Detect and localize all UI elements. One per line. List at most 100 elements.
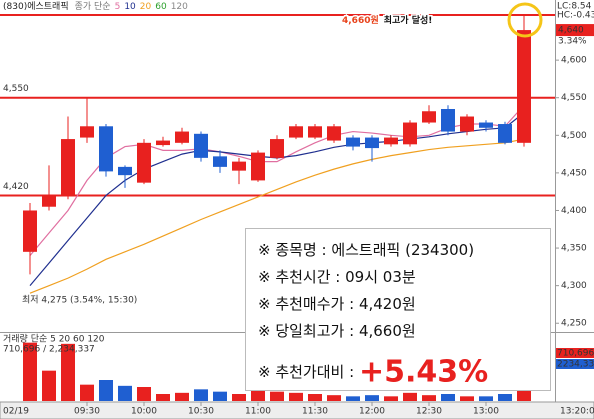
candle-body — [441, 108, 455, 132]
candle-body — [517, 30, 531, 143]
info-result-value: +5.43% — [358, 354, 489, 390]
ma-label: 종가 단순 — [75, 1, 111, 12]
candle-body — [137, 142, 151, 183]
volume-bar — [365, 395, 379, 401]
info-label: ※ 당일최고가 : — [258, 322, 359, 340]
candle-body — [232, 161, 246, 171]
volume-bar — [175, 392, 189, 401]
time-axis — [0, 401, 594, 419]
candle-body — [346, 137, 360, 147]
volume-bar — [194, 389, 208, 401]
volume-bar — [156, 394, 170, 401]
candle-body — [422, 111, 436, 123]
info-result: ※ 추천가대비 : +5.43% — [258, 355, 538, 390]
annotation-text: 최고가 달성! — [384, 14, 433, 26]
candle-body — [175, 131, 189, 143]
info-label: ※ 추천매수가 : — [258, 295, 359, 313]
volume-bar — [460, 396, 474, 401]
highlight-circle — [507, 2, 543, 38]
info-value: 09시 03분 — [345, 268, 416, 286]
volume-bar — [422, 395, 436, 401]
volume-bar — [61, 343, 75, 401]
time-label: 11:30 — [302, 407, 328, 417]
legend-entry: 20 — [140, 2, 152, 12]
candle-body — [61, 139, 75, 196]
candle-body — [327, 126, 341, 141]
legend-entry: 60 — [155, 2, 167, 12]
candle-body — [156, 140, 170, 146]
volume-bar — [289, 392, 303, 401]
candle-body — [99, 126, 113, 172]
info-line: ※ 추천시간 : 09시 03분 — [258, 264, 538, 291]
y-tick-label: 4,600 — [561, 56, 587, 66]
time-label: 10:30 — [188, 407, 214, 417]
candle-body — [213, 156, 227, 167]
candle-body — [384, 137, 398, 145]
volume-bar — [80, 384, 94, 401]
legend-entry: 5 — [115, 2, 121, 12]
info-line: ※ 종목명 : 에스트래픽 (234300) — [258, 237, 538, 264]
low-marker: 최저 4,275 (3.54%, 15:30) — [22, 295, 137, 306]
volume-tag-label: 2234,337 — [557, 360, 594, 370]
candle-body — [118, 166, 132, 176]
info-value: 4,660원 — [358, 322, 416, 340]
time-label: 12:00 — [359, 407, 385, 417]
volume-tag-label: 710,696 — [557, 349, 594, 359]
readout: HC:-0.43 — [557, 11, 594, 21]
change: 3.34% — [558, 37, 587, 47]
volume-bar — [232, 394, 246, 401]
info-value: 4,420원 — [358, 295, 416, 313]
volume-bar — [327, 395, 341, 401]
volume-tag — [556, 348, 594, 358]
info-box: ※ 종목명 : 에스트래픽 (234300) ※ 추천시간 : 09시 03분 ※ … — [245, 228, 551, 391]
volume-bar — [42, 370, 56, 401]
title: (830)에스트래픽 — [3, 1, 69, 12]
candle-body — [42, 195, 56, 207]
candle-body — [308, 126, 322, 138]
candle-body — [289, 126, 303, 138]
candle-body — [23, 210, 37, 252]
time-label: 09:30 — [74, 407, 100, 417]
y-tick-label: 4,450 — [561, 168, 587, 178]
candle-body — [460, 116, 474, 132]
candle-body — [80, 126, 94, 138]
price-tag-label: 4,640 — [558, 26, 584, 36]
annotation-highlight: 4,660원 — [342, 14, 379, 26]
info-line: ※ 추천매수가 : 4,420원 — [258, 291, 538, 318]
info-label: ※ 추천가대비 : — [258, 363, 359, 381]
time-label: 13:00 — [473, 407, 499, 417]
legend-entry: 120 — [171, 2, 188, 12]
info-label: ※ 종목명 : — [258, 241, 332, 259]
time-label: 12:30 — [416, 407, 442, 417]
candle-body — [270, 139, 284, 158]
y-tick-label: 4,250 — [561, 319, 587, 329]
candle-body — [365, 137, 379, 149]
volume-bar — [213, 391, 227, 401]
volume-bar — [346, 396, 360, 401]
header: (830)에스트래픽 종가 단순 5 10 20 60 120 — [3, 1, 188, 12]
volume-bar — [23, 342, 37, 401]
info-value: 에스트래픽 (234300) — [331, 241, 475, 259]
volume-bar — [498, 394, 512, 401]
volume-bar — [251, 388, 265, 401]
info-line: ※ 당일최고가 : 4,660원 — [258, 318, 538, 345]
y-tick-label: 4,500 — [561, 131, 587, 141]
y-tick-label: 4,550 — [561, 93, 587, 103]
readout: LC:8.54 — [557, 2, 592, 12]
volume-readout: 710,696 / 2,234,337 — [3, 345, 95, 355]
volume-bar — [99, 380, 113, 401]
volume-bar — [137, 387, 151, 401]
info-label: ※ 추천시간 : — [258, 268, 346, 286]
volume-bar — [441, 394, 455, 401]
volume-bar — [308, 394, 322, 401]
annotation: 4,660원 최고가 달성! — [342, 14, 432, 26]
candle-body — [194, 133, 208, 158]
y-tick-label: 4,400 — [561, 206, 587, 216]
price-tag — [556, 24, 594, 37]
y-tick-label: 4,350 — [561, 244, 587, 254]
volume-title: 거래량 단순 5 20 60 120 — [3, 333, 105, 345]
time-label: 11:00 — [245, 407, 271, 417]
level-label: 4,550 — [3, 84, 29, 94]
volume-bar — [118, 385, 132, 401]
candle-body — [251, 152, 265, 181]
